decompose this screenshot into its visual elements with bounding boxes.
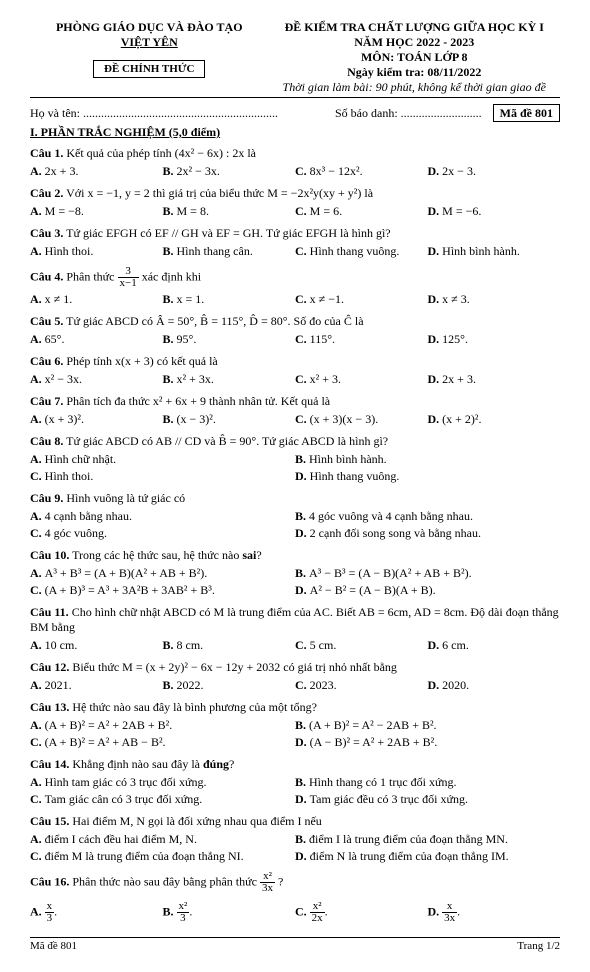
title-line2: NĂM HỌC 2022 - 2023 xyxy=(269,35,561,50)
question-1: Câu 1. Kết quả của phép tính (4x² − 6x) … xyxy=(30,146,560,180)
question-15: Câu 15. Hai điểm M, N gọi là đối xứng nh… xyxy=(30,814,560,865)
header-right: ĐỀ KIỂM TRA CHẤT LƯỢNG GIỮA HỌC KỲ I NĂM… xyxy=(269,20,561,95)
opt-frac-c: x²2x xyxy=(310,901,325,924)
question-6: Câu 6. Phép tính x(x + 3) có kết quả là … xyxy=(30,354,560,388)
question-7: Câu 7. Phân tích đa thức x² + 6x + 9 thà… xyxy=(30,394,560,428)
section-1-title: I. PHẦN TRẮC NGHIỆM (5,0 điểm) xyxy=(30,125,560,140)
official-exam-box: ĐỀ CHÍNH THỨC xyxy=(93,60,205,78)
question-13: Câu 13. Hệ thức nào sau đây là bình phươ… xyxy=(30,700,560,751)
divider xyxy=(30,97,560,98)
title-line1: ĐỀ KIỂM TRA CHẤT LƯỢNG GIỮA HỌC KỲ I xyxy=(269,20,561,35)
question-4: Câu 4. Phân thức 3x−1 xác định khi A. x … xyxy=(30,266,560,308)
exam-header: PHÒNG GIÁO DỤC VÀ ĐÀO TẠO VIỆT YÊN ĐỀ CH… xyxy=(30,20,560,95)
header-left: PHÒNG GIÁO DỤC VÀ ĐÀO TẠO VIỆT YÊN ĐỀ CH… xyxy=(30,20,269,95)
title-line4: Ngày kiểm tra: 08/11/2022 xyxy=(269,65,561,80)
district-line: VIỆT YÊN xyxy=(30,35,269,50)
footer-right: Trang 1/2 xyxy=(517,940,560,952)
fraction-3-over-x-1: 3x−1 xyxy=(118,266,139,289)
opt-frac-d: x3x xyxy=(442,901,457,924)
question-10: Câu 10. Trong các hệ thức sau, hệ thức n… xyxy=(30,548,560,599)
question-16: Câu 16. Phân thức nào sau đây bằng phân … xyxy=(30,871,560,925)
exam-code: Mã đề 801 xyxy=(493,104,560,122)
info-row: Họ và tên: .............................… xyxy=(30,106,560,121)
question-11: Câu 11. Cho hình chữ nhật ABCD có M là t… xyxy=(30,605,560,654)
question-12: Câu 12. Biểu thức M = (x + 2y)² − 6x − 1… xyxy=(30,660,560,694)
title-line3: MÔN: TOÁN LỚP 8 xyxy=(269,50,561,65)
question-9: Câu 9. Hình vuông là tứ giác có A. 4 cạn… xyxy=(30,491,560,542)
title-line5: Thời gian làm bài: 90 phút, không kể thờ… xyxy=(269,80,561,95)
student-name: Họ và tên: .............................… xyxy=(30,106,335,121)
footer: Mã đề 801 Trang 1/2 xyxy=(30,937,560,952)
info-right: Số báo danh: ...........................… xyxy=(335,106,560,121)
question-8: Câu 8. Tứ giác ABCD có AB // CD và B̂ = … xyxy=(30,434,560,485)
footer-left: Mã đề 801 xyxy=(30,940,77,952)
dept-line: PHÒNG GIÁO DỤC VÀ ĐÀO TẠO xyxy=(30,20,269,35)
opt-frac-b: x²3 xyxy=(177,901,190,924)
sbd: Số báo danh: ........................... xyxy=(335,106,482,121)
question-2: Câu 2. Với x = −1, y = 2 thì giá trị của… xyxy=(30,186,560,220)
opt-frac-a: x3 xyxy=(45,901,55,924)
question-5: Câu 5. Tứ giác ABCD có Â = 50°, B̂ = 115… xyxy=(30,314,560,348)
fraction-x2-over-3x: x²3x xyxy=(260,871,275,894)
question-3: Câu 3. Tứ giác EFGH có EF // GH và EF = … xyxy=(30,226,560,260)
question-14: Câu 14. Khẳng định nào sau đây là đúng? … xyxy=(30,757,560,808)
